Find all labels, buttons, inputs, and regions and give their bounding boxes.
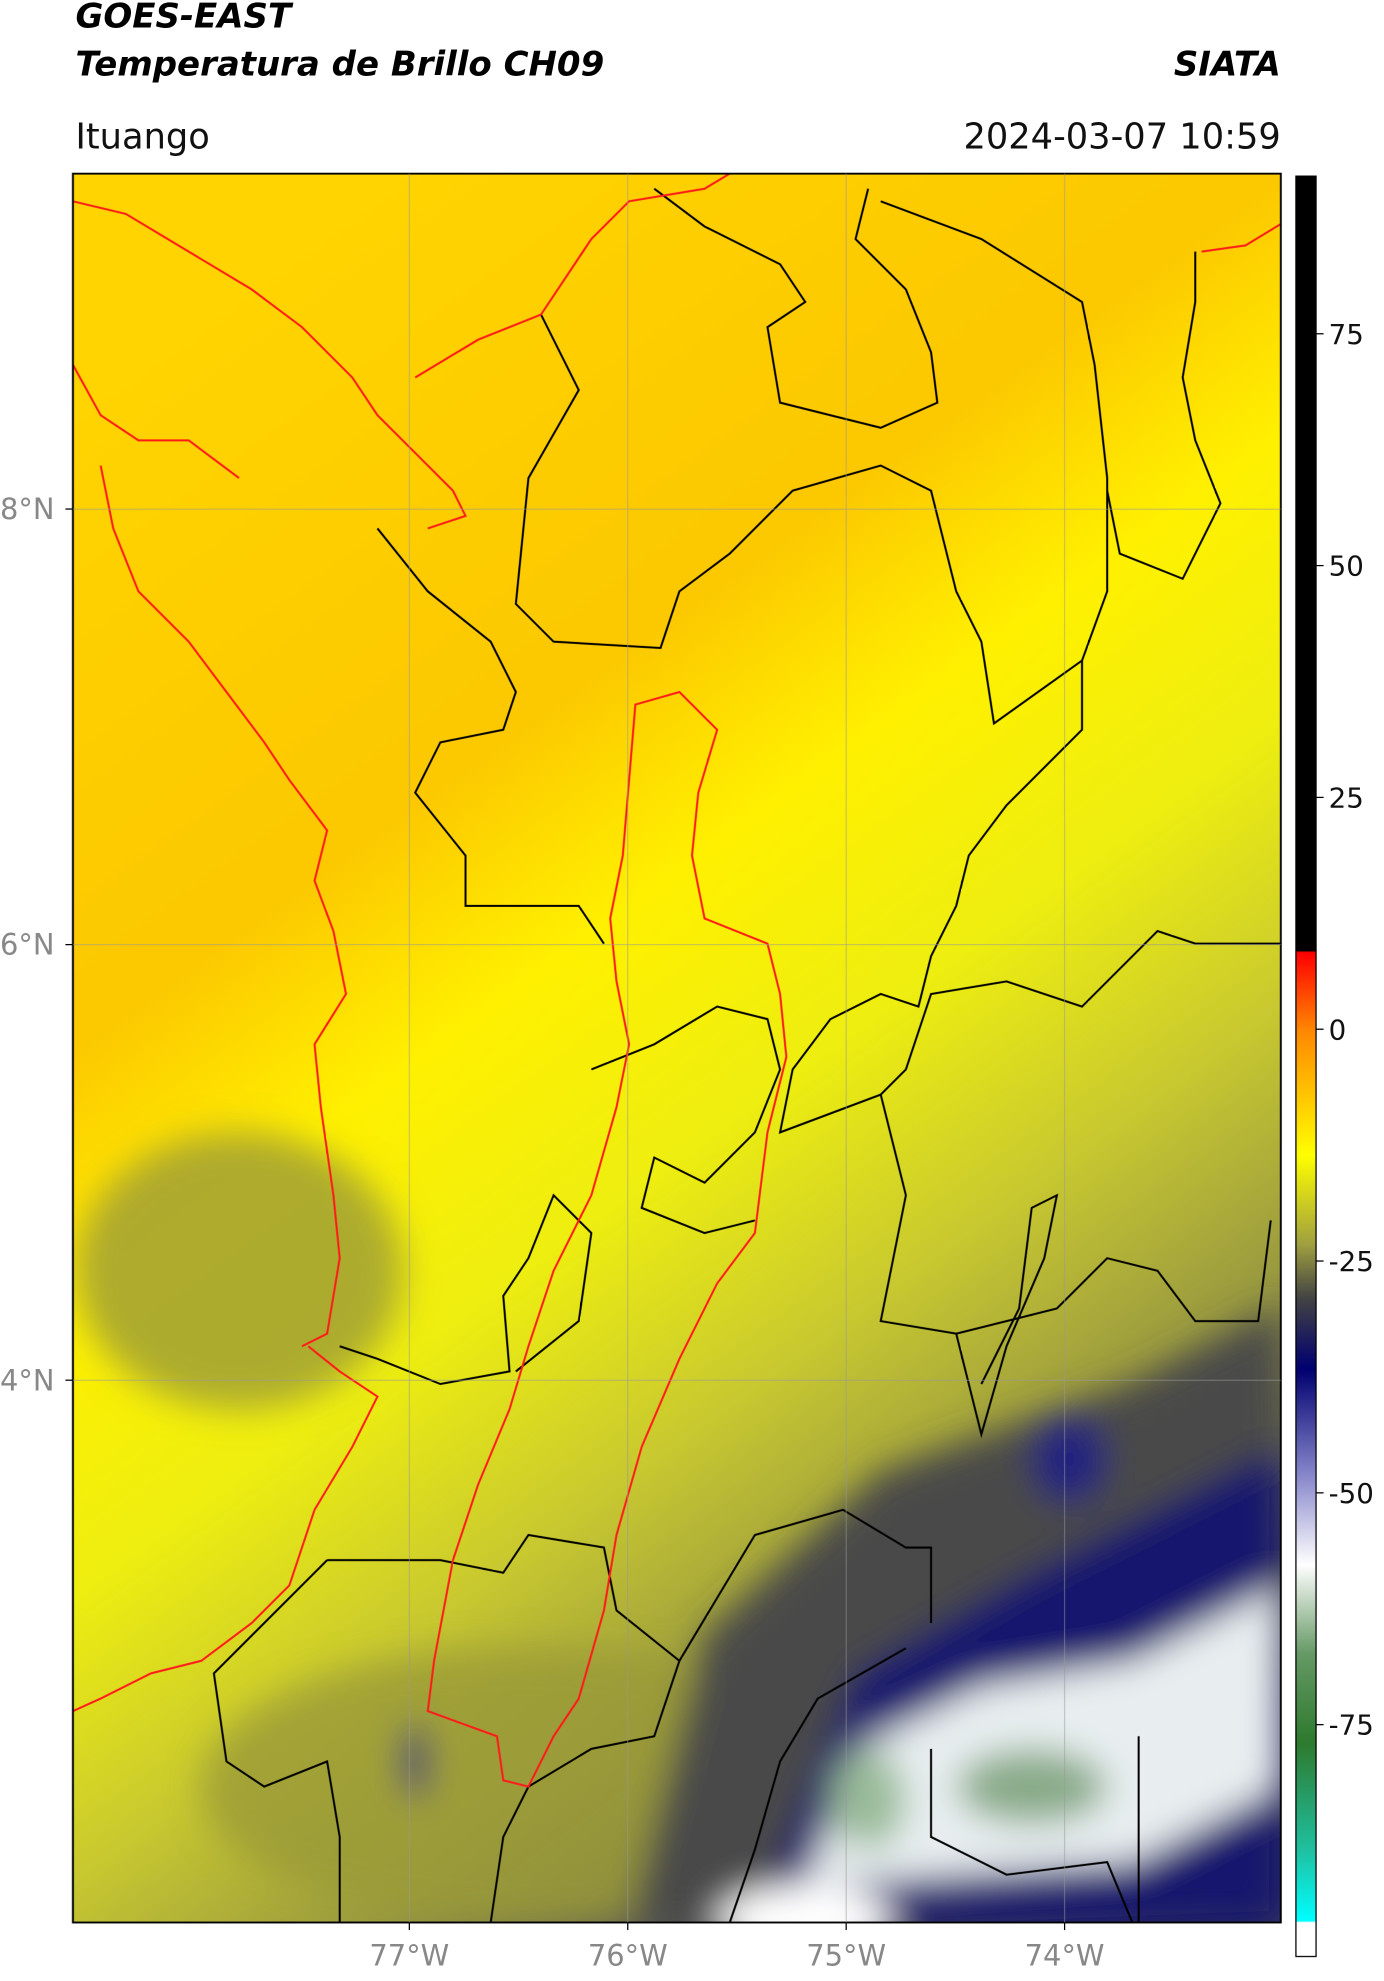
colorbar	[1295, 175, 1317, 1958]
y-tick-label: 4°N	[0, 1363, 55, 1397]
location: Ituango	[75, 116, 209, 157]
agency: SIATA	[1174, 44, 1281, 84]
colorbar-tick-label: 75	[1329, 318, 1364, 351]
y-tick-label: 6°N	[0, 928, 55, 962]
x-tick-label: 77°W	[369, 1938, 449, 1972]
y-tick-label: 8°N	[0, 492, 55, 526]
x-tick-label: 74°W	[1025, 1938, 1105, 1972]
title: GOES-EAST	[75, 0, 293, 37]
colorbar-tick-label: 50	[1329, 550, 1364, 583]
colorbar-tick-label: 25	[1329, 781, 1364, 814]
subtitle: Temperatura de Brillo CH09	[75, 44, 604, 84]
x-tick-label: 75°W	[806, 1938, 886, 1972]
map-frame	[72, 172, 1282, 1924]
map-field	[72, 173, 1281, 1923]
datetime: 2024-03-07 10:59	[963, 116, 1280, 157]
colorbar-tick-label: -25	[1329, 1245, 1374, 1278]
colorbar-tick-label: 0	[1329, 1013, 1347, 1046]
colorbar-tick-label: -75	[1329, 1709, 1374, 1742]
colorbar-tick-label: -50	[1329, 1477, 1374, 1510]
x-tick-label: 76°W	[588, 1938, 668, 1972]
